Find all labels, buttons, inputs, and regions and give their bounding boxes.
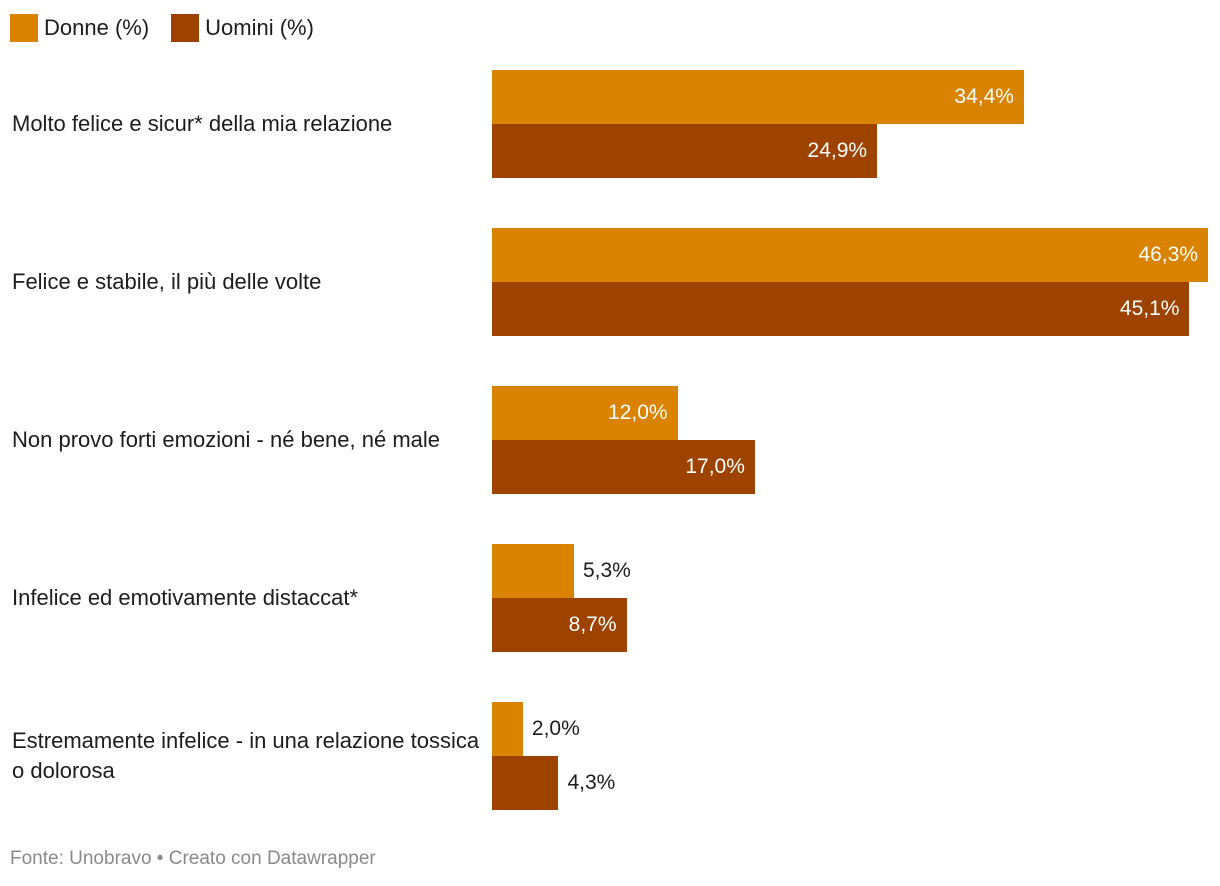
data-label-donne-5: 2,0% [531,717,580,740]
bar-uomini-3 [492,440,755,494]
category-label: Felice e stabile, il più delle volte [12,269,322,294]
legend: Donne (%) Uomini (%) [10,12,314,44]
bar-uomini-4 [492,598,627,652]
legend-item-uomini: Uomini (%) [171,14,314,42]
data-label-uomini-4: 8,7% [568,613,617,636]
bar-donne-2 [492,228,1208,282]
bar-donne-3 [492,386,678,440]
bar-donne-4 [492,544,574,598]
bar-donne-5 [492,702,523,756]
legend-label-uomini: Uomini (%) [205,15,314,40]
legend-swatch-donne [10,14,38,42]
data-label-uomini-5: 4,3% [567,771,616,794]
category-label: Infelice ed emotivamente distaccat* [12,585,359,610]
legend-swatch-uomini [171,14,200,42]
bar-donne-1 [492,70,1024,124]
data-label-uomini-1: 24,9% [807,139,868,162]
category-label: Non provo forti emozioni - né bene, né m… [12,427,441,452]
category-label: Estremamente infelice - in una relazione… [12,728,480,783]
bar-uomini-2 [492,282,1190,336]
data-label-donne-2: 46,3% [1138,243,1198,266]
bar-uomini-5 [492,756,559,810]
bar-uomini-1 [492,124,878,178]
data-label-uomini-3: 17,0% [685,455,745,478]
legend-label-donne: Donne (%) [44,15,150,40]
data-label-donne-4: 5,3% [582,559,631,582]
legend-item-donne: Donne (%) [10,14,149,42]
data-label-uomini-2: 45,1% [1119,297,1180,320]
source-footer: Fonte: Unobravo • Creato con Datawrapper [10,848,376,869]
data-label-donne-3: 12,0% [608,401,668,424]
data-label-donne-1: 34,4% [954,85,1014,108]
category-label: Molto felice e sicur* della mia relazion… [12,111,393,136]
